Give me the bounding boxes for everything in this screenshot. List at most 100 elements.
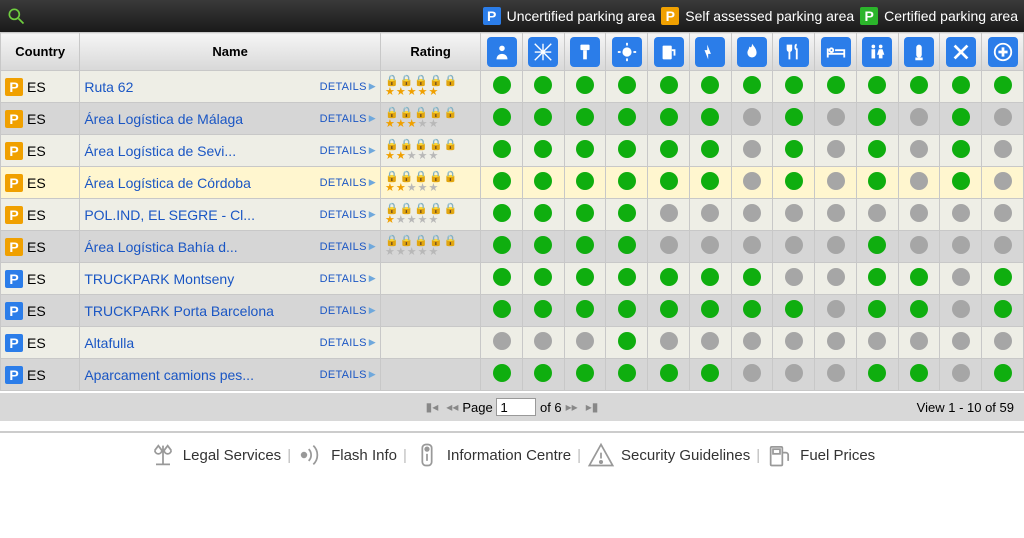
svc-cell xyxy=(564,295,606,327)
status-dot xyxy=(994,364,1012,382)
star-icon: ★ xyxy=(385,183,395,194)
details-link[interactable]: DETAILS▶ xyxy=(320,81,376,93)
scales-icon xyxy=(149,441,177,469)
col-svc-guard[interactable] xyxy=(481,33,523,71)
svc-cell xyxy=(982,295,1024,327)
status-dot xyxy=(952,108,970,126)
svc-cell xyxy=(522,167,564,199)
details-link[interactable]: DETAILS▶ xyxy=(320,113,376,125)
pager: ▮◂ ◂◂ Page of 6 ▸▸ ▸▮ View 1 - 10 of 59 xyxy=(0,393,1024,421)
col-svc-shower[interactable] xyxy=(898,33,940,71)
pager-last[interactable]: ▸▮ xyxy=(586,400,599,414)
col-svc-power[interactable] xyxy=(689,33,731,71)
footer-security[interactable]: Security Guidelines xyxy=(587,441,750,469)
star-icon: ★ xyxy=(385,151,395,162)
pager-next[interactable]: ▸▸ xyxy=(566,400,578,414)
parking-name-link[interactable]: Área Logística de Sevi... xyxy=(84,143,236,159)
col-svc-cctv[interactable] xyxy=(564,33,606,71)
parking-name-link[interactable]: Área Logística Bahía d... xyxy=(84,239,237,255)
col-svc-medical[interactable] xyxy=(982,33,1024,71)
details-link[interactable]: DETAILS▶ xyxy=(320,273,376,285)
status-dot xyxy=(994,268,1012,286)
svc-cell xyxy=(773,167,815,199)
star-icon: ★ xyxy=(418,215,428,226)
status-dot xyxy=(576,108,594,126)
status-dot xyxy=(868,364,886,382)
shower-icon xyxy=(904,37,934,67)
star-icon: ★ xyxy=(428,151,438,162)
star-icon: ★ xyxy=(407,119,417,130)
lock-icon: 🔒 xyxy=(385,204,399,215)
status-dot xyxy=(701,108,719,126)
svc-cell xyxy=(606,359,648,391)
pager-page-input[interactable] xyxy=(496,398,536,416)
parking-name-link[interactable]: TRUCKPARK Montseny xyxy=(84,271,234,287)
lock-icon: 🔒 xyxy=(414,204,428,215)
svc-cell xyxy=(689,103,731,135)
svc-cell xyxy=(982,103,1024,135)
parking-name-link[interactable]: Altafulla xyxy=(84,335,134,351)
details-link[interactable]: DETAILS▶ xyxy=(320,177,376,189)
table-row: P ES Área Logística de Córdoba DETAILS▶🔒… xyxy=(1,167,1024,199)
status-dot xyxy=(701,204,719,222)
svc-cell xyxy=(689,263,731,295)
parking-name-link[interactable]: Área Logística de Córdoba xyxy=(84,175,251,191)
svc-cell xyxy=(982,135,1024,167)
table-row: P ES Área Logística Bahía d... DETAILS▶🔒… xyxy=(1,231,1024,263)
details-link[interactable]: DETAILS▶ xyxy=(320,305,376,317)
footer-info[interactable]: Information Centre xyxy=(413,441,571,469)
svc-cell xyxy=(815,103,857,135)
parking-name-link[interactable]: Ruta 62 xyxy=(84,79,133,95)
search-icon[interactable] xyxy=(6,6,26,26)
svc-cell xyxy=(982,327,1024,359)
parking-name-link[interactable]: Área Logística de Málaga xyxy=(84,111,243,127)
col-svc-light[interactable] xyxy=(606,33,648,71)
details-link[interactable]: DETAILS▶ xyxy=(320,369,376,381)
details-link[interactable]: DETAILS▶ xyxy=(320,337,376,349)
col-svc-fence[interactable] xyxy=(522,33,564,71)
status-dot xyxy=(618,204,636,222)
svc-cell xyxy=(564,167,606,199)
star-icon: ★ xyxy=(407,215,417,226)
status-dot xyxy=(576,268,594,286)
svc-cell xyxy=(731,71,773,103)
svc-cell xyxy=(898,71,940,103)
svc-cell xyxy=(856,199,898,231)
col-svc-bed[interactable] xyxy=(815,33,857,71)
svc-cell xyxy=(481,295,523,327)
pager-first[interactable]: ▮◂ xyxy=(426,400,439,414)
svc-cell xyxy=(773,199,815,231)
details-link[interactable]: DETAILS▶ xyxy=(320,209,376,221)
col-svc-wc[interactable] xyxy=(856,33,898,71)
status-dot xyxy=(743,236,761,254)
status-dot xyxy=(868,204,886,222)
signal-icon xyxy=(297,441,325,469)
col-svc-fuel[interactable] xyxy=(648,33,690,71)
col-rating[interactable]: Rating xyxy=(380,33,480,71)
svc-cell xyxy=(940,135,982,167)
lock-icon: 🔒 xyxy=(400,204,414,215)
col-country[interactable]: Country xyxy=(1,33,80,71)
col-svc-food[interactable] xyxy=(773,33,815,71)
footer-flash[interactable]: Flash Info xyxy=(297,441,397,469)
svc-cell xyxy=(898,103,940,135)
status-dot xyxy=(827,76,845,94)
col-svc-fire[interactable] xyxy=(731,33,773,71)
status-dot xyxy=(576,140,594,158)
col-svc-repair[interactable] xyxy=(940,33,982,71)
status-dot xyxy=(618,76,636,94)
parking-name-link[interactable]: TRUCKPARK Porta Barcelona xyxy=(84,303,274,319)
details-link[interactable]: DETAILS▶ xyxy=(320,145,376,157)
parking-name-link[interactable]: POL.IND, EL SEGRE - Cl... xyxy=(84,207,255,223)
col-name[interactable]: Name xyxy=(80,33,381,71)
footer-fuel[interactable]: Fuel Prices xyxy=(766,441,875,469)
legend-certified: Certified parking area xyxy=(884,8,1018,24)
svc-cell xyxy=(481,199,523,231)
svc-cell xyxy=(815,199,857,231)
footer-legal[interactable]: Legal Services xyxy=(149,441,281,469)
status-dot xyxy=(785,236,803,254)
details-link[interactable]: DETAILS▶ xyxy=(320,241,376,253)
pager-prev[interactable]: ◂◂ xyxy=(446,400,458,414)
parking-name-link[interactable]: Aparcament camions pes... xyxy=(84,367,254,383)
status-dot xyxy=(660,172,678,190)
